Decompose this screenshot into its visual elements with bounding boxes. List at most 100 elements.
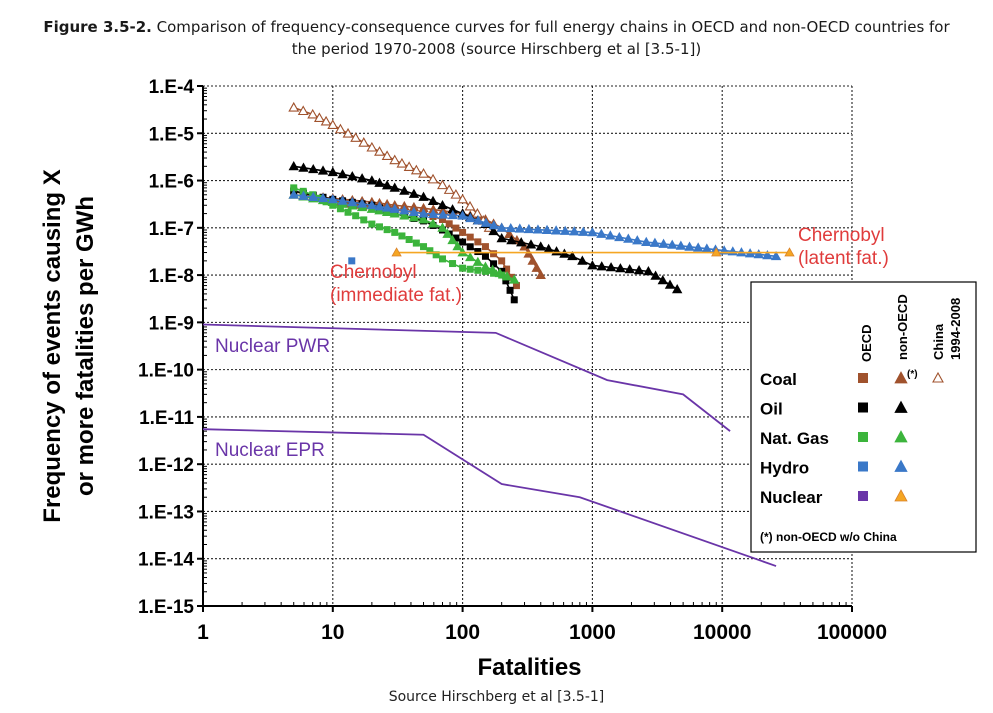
data-point: [447, 209, 459, 220]
data-point: [509, 274, 520, 284]
data-point: [650, 270, 661, 280]
data-point: [510, 296, 518, 304]
caption-text-line2: the period 1970-2008 (source Hirschberg …: [291, 40, 702, 58]
legend-col-china-line2: 1994-2008: [948, 298, 963, 360]
legend-oecd-marker: [858, 432, 868, 442]
data-point: [624, 264, 635, 274]
data-point: [535, 269, 546, 279]
data-point: [334, 123, 346, 134]
data-point: [465, 251, 476, 262]
legend-nonoecd-marker: [894, 371, 908, 384]
legend-nonoecd-marker: [894, 400, 908, 413]
legend-label: Coal: [760, 370, 797, 389]
data-point: [399, 185, 410, 195]
data-point: [506, 235, 517, 245]
legend-row-oil: Oil: [760, 400, 908, 419]
data-point: [559, 225, 571, 235]
data-point: [320, 115, 332, 126]
data-point: [381, 180, 393, 190]
data-point: [501, 271, 513, 281]
data-point: [684, 241, 695, 251]
data-point: [506, 286, 514, 294]
data-point: [457, 210, 468, 220]
figure-label: Figure 3.5-2.: [43, 18, 152, 36]
data-point: [445, 220, 453, 228]
data-point: [383, 226, 391, 234]
data-point: [389, 208, 400, 218]
data-point: [452, 224, 460, 232]
data-point: [317, 192, 329, 203]
legend-oecd-marker: [858, 491, 868, 501]
data-point: [366, 141, 378, 152]
data-point: [447, 234, 458, 245]
data-point: [347, 196, 358, 207]
legend-oecd-marker: [858, 373, 868, 383]
data-point: [366, 175, 378, 185]
data-point: [290, 184, 298, 192]
data-point: [494, 267, 506, 278]
y-tick-label: 1.E-9: [149, 313, 194, 334]
data-point: [664, 279, 676, 289]
legend-oecd-marker: [858, 402, 868, 413]
data-point: [358, 137, 370, 147]
data-point: [472, 256, 484, 266]
data-point: [412, 239, 420, 247]
y-tick-label: 1.E-4: [149, 77, 195, 98]
data-point: [408, 212, 420, 222]
legend-header-nonoecd: non-OECD: [895, 294, 910, 360]
data-point: [426, 247, 434, 255]
x-tick-label: 10: [321, 621, 344, 644]
data-point: [298, 190, 309, 200]
axes: 1.E-4 1.E-5 1.E-6 1.E-7 1.E-8 1.E-9 1.E-10 1.E-…: [39, 77, 887, 681]
data-point: [410, 164, 422, 175]
data-point: [550, 225, 562, 235]
data-point: [474, 266, 482, 274]
data-point: [389, 203, 400, 213]
data-point: [508, 273, 516, 281]
legend: OECD non-OECD China 1994-2008 Coal (*) Oil Nat.…: [750, 281, 977, 553]
data-point: [437, 179, 448, 190]
data-point: [459, 238, 467, 246]
y-tick-label: 1.E-6: [149, 172, 194, 193]
data-point: [418, 208, 429, 218]
data-point: [649, 237, 661, 247]
data-point: [527, 255, 538, 265]
data-point: [418, 214, 429, 224]
data-point: [408, 188, 420, 198]
data-point: [427, 195, 439, 206]
data-point: [480, 217, 492, 227]
legend-label: Nat. Gas: [760, 429, 829, 448]
data-point: [587, 260, 598, 270]
legend-oecd-marker: [858, 461, 868, 472]
data-point: [298, 162, 309, 172]
data-point: [348, 257, 356, 265]
data-point: [308, 163, 319, 174]
data-point: [375, 223, 383, 231]
series-nuclear-epr: [202, 428, 777, 567]
legend-label: Hydro: [760, 459, 809, 478]
legend-box: [750, 281, 977, 553]
series-hydro-oecd: [348, 257, 356, 265]
annotation-chernobyl-immediate-line1: Chernobyl: [330, 262, 417, 283]
legend-china-marker: [932, 371, 944, 383]
data-point: [480, 261, 491, 271]
legend-header-oecd: OECD: [859, 324, 874, 362]
series-hydro-nonoecd: [288, 189, 782, 261]
data-point: [487, 264, 498, 274]
data-point: [288, 189, 299, 199]
data-point: [288, 160, 299, 171]
data-point: [488, 225, 499, 236]
data-point: [498, 257, 506, 265]
data-point: [523, 223, 535, 234]
series-line: [202, 323, 731, 432]
data-point: [459, 264, 467, 272]
legend-asterisk: (*): [907, 369, 918, 380]
legend-label: Oil: [760, 400, 783, 419]
data-point: [449, 260, 457, 268]
x-tick-label: 1000: [569, 621, 616, 644]
data-point: [438, 215, 446, 223]
data-point: [496, 232, 507, 243]
data-point: [784, 247, 795, 257]
